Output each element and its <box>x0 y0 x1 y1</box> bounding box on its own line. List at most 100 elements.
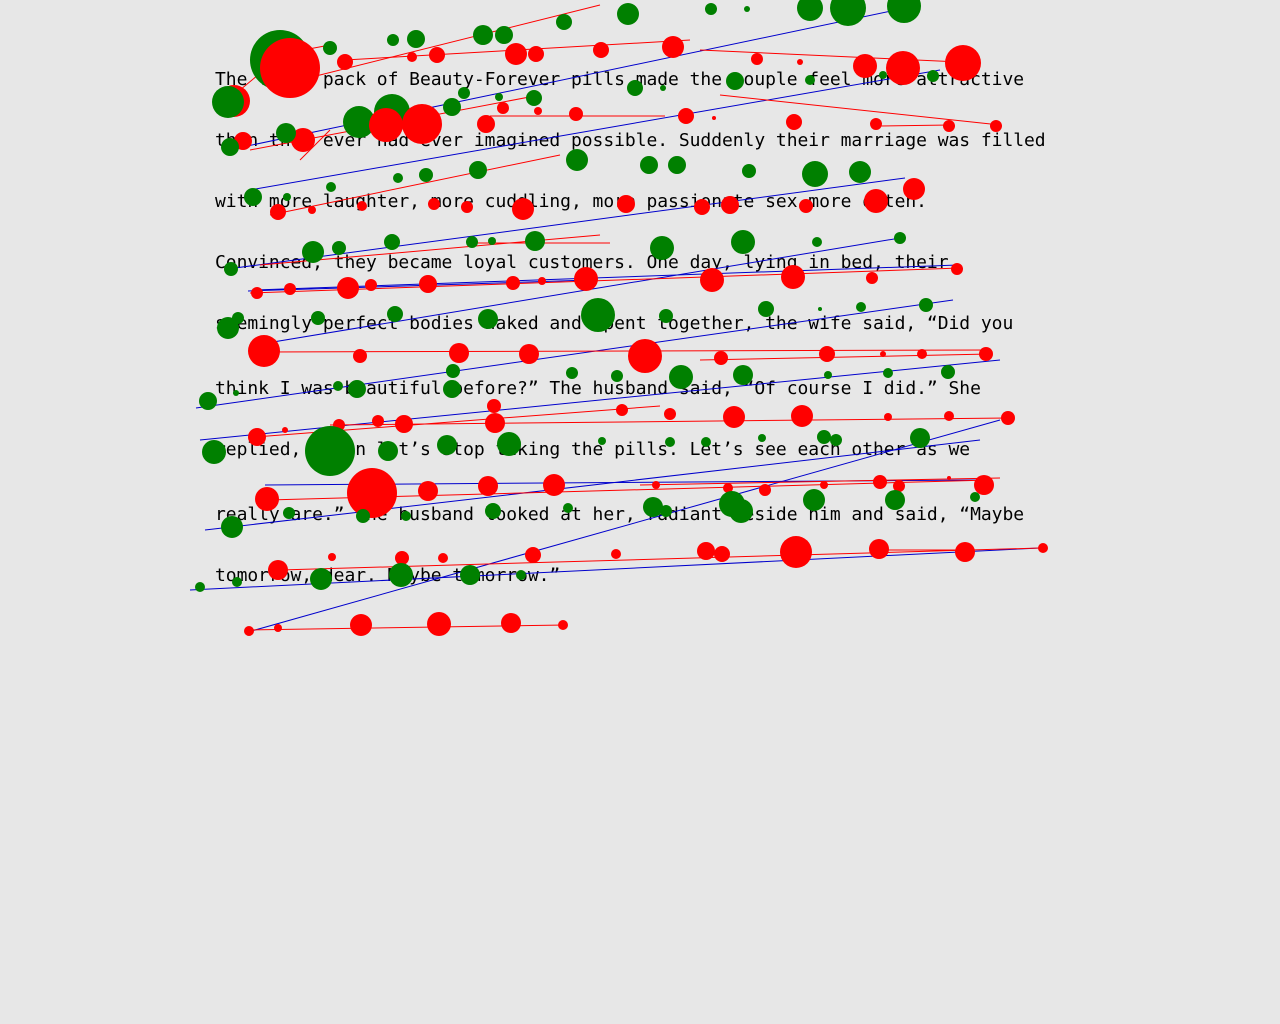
fixation-dot-green <box>883 368 893 378</box>
saccade-line-red <box>699 49 961 63</box>
fixation-dot-green <box>797 0 823 21</box>
text-line-2: than they ever had ever imagined possibl… <box>215 130 1046 151</box>
fixation-dot-red <box>337 277 359 299</box>
fixation-dot-red <box>714 351 728 365</box>
saccade-line-red <box>249 44 331 61</box>
fixation-dot-red <box>505 43 527 65</box>
fixation-dot-red <box>664 408 676 420</box>
fixation-dot-green <box>856 302 866 312</box>
fixation-dot-red <box>947 476 951 480</box>
fixation-dot-red <box>884 413 892 421</box>
fixation-dot-red <box>543 474 565 496</box>
fixation-dot-red <box>244 626 254 636</box>
fixation-dot-green <box>566 149 588 171</box>
fixation-dot-red <box>449 343 469 363</box>
fixation-dot-green <box>525 231 545 251</box>
fixation-dot-red <box>870 118 882 130</box>
fixation-dot-red <box>873 475 887 489</box>
saccade-line-red <box>264 349 991 353</box>
fixation-dot-green <box>970 492 980 502</box>
fixation-dot-red <box>353 349 367 363</box>
fixation-dot-red <box>427 612 451 636</box>
fixation-dot-red <box>611 549 621 559</box>
text-line-4: Convinced, they became loyal customers. … <box>215 252 949 273</box>
saccade-line-red <box>699 353 991 361</box>
fixation-dot-red <box>337 54 353 70</box>
saccade-line-blue <box>199 359 1001 441</box>
fixation-dot-red <box>1001 411 1015 425</box>
fixation-dot-green <box>495 93 503 101</box>
fixation-dot-green <box>473 25 493 45</box>
fixation-dot-red <box>678 108 694 124</box>
fixation-dot-green <box>495 26 513 44</box>
fixation-dot-red <box>418 481 438 501</box>
fixation-dot-red <box>569 107 583 121</box>
saccade-line-red <box>254 405 661 438</box>
fixation-dot-red <box>519 344 539 364</box>
fixation-dot-red <box>395 415 413 433</box>
fixation-dot-green <box>919 298 933 312</box>
fixation-dot-red <box>501 613 521 633</box>
fixation-dot-red <box>697 542 715 560</box>
fixation-dot-green <box>705 3 717 15</box>
fixation-dot-red <box>944 411 954 421</box>
fixation-dot-red <box>723 406 745 428</box>
fixation-dot-green <box>640 156 658 174</box>
fixation-dot-red <box>419 275 437 293</box>
fixation-dot-red <box>951 263 963 275</box>
fixation-dot-green <box>446 364 460 378</box>
saccade-line-red <box>344 39 691 61</box>
fixation-dot-red <box>407 52 417 62</box>
text-line-6: think I was beautiful before?” The husba… <box>215 378 981 399</box>
fixation-dot-green <box>407 30 425 48</box>
fixation-dot-red <box>365 279 377 291</box>
fixation-dot-red <box>372 415 384 427</box>
fixation-dot-green <box>384 234 400 250</box>
fixation-dot-red <box>917 349 927 359</box>
fixation-dot-red <box>974 475 994 495</box>
fixation-dot-red <box>791 405 813 427</box>
fixation-dot-red <box>893 480 905 492</box>
text-line-7: replied, “Then let’s stop taking the pil… <box>215 439 971 460</box>
fixation-dot-red <box>395 551 409 565</box>
fixation-dot-green <box>488 237 496 245</box>
fixation-dot-red <box>558 620 568 630</box>
text-line-8: really are.” The husband looked at her, … <box>215 504 1025 525</box>
fixation-dot-red <box>429 47 445 63</box>
fixation-dot-red <box>284 283 296 295</box>
fixation-dot-green <box>668 156 686 174</box>
fixation-dot-red <box>478 476 498 496</box>
saccade-line-red <box>267 479 991 501</box>
fixation-dot-red <box>485 413 505 433</box>
text-line-9: tomorrow, dear. Maybe tomorrow.” <box>215 565 561 586</box>
fixation-dot-red <box>616 404 628 416</box>
fixation-dot-red <box>528 46 544 62</box>
fixation-dot-green <box>195 582 205 592</box>
fixation-dot-red <box>328 553 336 561</box>
fixation-dot-red <box>820 481 828 489</box>
fixation-dot-red <box>248 335 280 367</box>
fixation-dot-green <box>617 3 639 25</box>
fixation-dot-red <box>525 547 541 563</box>
fixation-dot-green <box>830 0 866 26</box>
fixation-dot-green <box>818 307 822 311</box>
fixation-dot-red <box>979 347 993 361</box>
fixation-dot-red <box>497 102 509 114</box>
fixation-dot-red <box>662 36 684 58</box>
fixation-dot-green <box>526 90 542 106</box>
fixation-dot-green <box>419 168 433 182</box>
fixation-dot-red <box>1038 543 1048 553</box>
fixation-dot-red <box>538 277 546 285</box>
fixation-dot-green <box>887 0 921 23</box>
fixation-dot-red <box>251 287 263 299</box>
fixation-dot-red <box>628 339 662 373</box>
fixation-dot-red <box>780 536 812 568</box>
text-line-3: with more laughter, more cuddling, more … <box>215 191 927 212</box>
fixation-dot-red <box>880 351 886 357</box>
fixation-dot-red <box>786 114 802 130</box>
fixation-dot-red <box>712 116 716 120</box>
fixation-dot-green <box>443 98 461 116</box>
saccade-line-blue <box>247 279 591 292</box>
fixation-dot-red <box>869 539 889 559</box>
fixation-dot-red <box>274 624 282 632</box>
